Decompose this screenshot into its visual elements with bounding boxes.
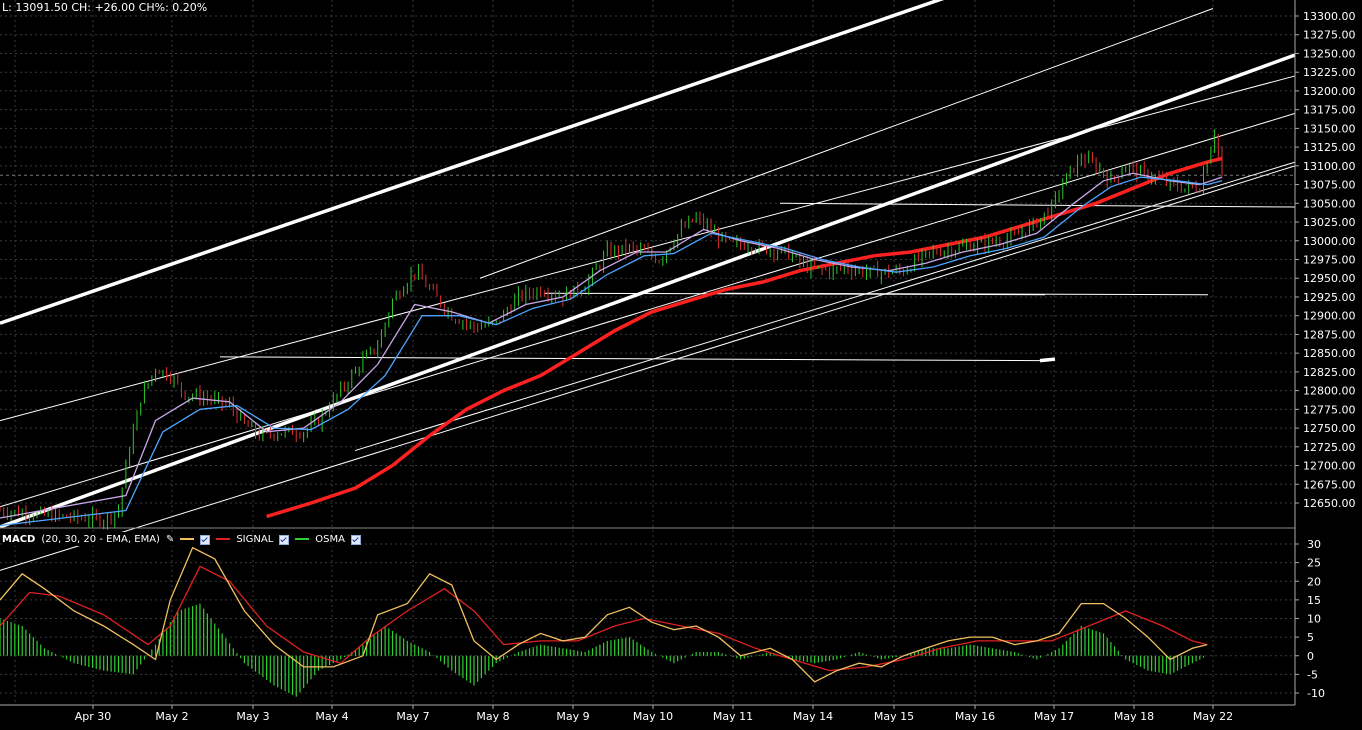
price-tick-label: 12875.00 [1303, 328, 1356, 341]
hline-13050[interactable] [779, 202, 1296, 208]
channel-thin-2[interactable] [0, 112, 1296, 508]
hline-12930[interactable] [544, 292, 1046, 296]
price-axis-background [1295, 0, 1362, 730]
price-tick-label: 12950.00 [1303, 272, 1356, 285]
time-tick-label: May 17 [1034, 710, 1074, 723]
price-tick-label: 13225.00 [1303, 66, 1356, 79]
price-tick-label: 13125.00 [1303, 141, 1356, 154]
time-tick-label: May 16 [955, 710, 995, 723]
price-tick-label: 12725.00 [1303, 441, 1356, 454]
sma-long [266, 156, 1223, 519]
sma-long-line [266, 156, 1223, 519]
time-tick-label: May 10 [633, 710, 673, 723]
channel-thin-3[interactable] [0, 165, 1296, 571]
price-header: L: 13091.50 CH: +26.00 CH%: 0.20% [2, 1, 208, 14]
price-tick-label: 12750.00 [1303, 422, 1356, 435]
macd-tick-label: 5 [1307, 631, 1314, 644]
macd-swatch [180, 538, 195, 540]
time-tick-label: May 18 [1114, 710, 1154, 723]
macd-legend-name: MACD [2, 533, 36, 545]
ema-lines [0, 172, 1223, 527]
price-tick-label: 13075.00 [1303, 179, 1356, 192]
price-tick-label: 13025.00 [1303, 216, 1356, 229]
pencil-icon[interactable]: ✎ [165, 533, 175, 545]
time-tick-label: May 3 [236, 710, 269, 723]
price-tick-label: 12900.00 [1303, 310, 1356, 323]
price-tick-label: 12850.00 [1303, 347, 1356, 360]
macd-legend-params: (20, 30, 20 - EMA, EMA) [41, 533, 160, 545]
macd-pane [0, 527, 1295, 697]
channel-upper-thick[interactable] [0, 0, 1295, 325]
price-tick-label: 13300.00 [1303, 10, 1356, 23]
hline-12845[interactable] [219, 356, 1041, 362]
macd-tick-label: 25 [1307, 557, 1321, 570]
time-tick-label: May 9 [556, 710, 589, 723]
macd-tick-label: 0 [1307, 650, 1314, 663]
ema-slow-line [0, 176, 1223, 527]
price-tick-label: 13175.00 [1303, 104, 1356, 117]
price-tick-label: 12700.00 [1303, 460, 1356, 473]
price-tick-label: 12775.00 [1303, 403, 1356, 416]
macd-legend: MACD (20, 30, 20 - EMA, EMA) ✎ SIGNAL OS… [2, 532, 361, 546]
time-tick-label: May 11 [713, 710, 753, 723]
grid [0, 0, 1295, 705]
candles [0, 129, 1223, 530]
macd-tick-label: 30 [1307, 538, 1321, 551]
channel-thin-1[interactable] [0, 75, 1296, 422]
osma-label: OSMA [315, 533, 345, 545]
time-tick-label: Apr 30 [75, 710, 112, 723]
price-tick-label: 12650.00 [1303, 497, 1356, 510]
ema-fast-line [0, 172, 1223, 519]
signal-line [0, 565, 1208, 672]
macd-tick-label: 10 [1307, 613, 1321, 626]
price-tick-label: 12925.00 [1303, 291, 1356, 304]
macd-tick-label: -10 [1307, 687, 1325, 700]
osma-checkbox[interactable] [350, 535, 361, 545]
price-tick-label: 12675.00 [1303, 478, 1356, 491]
time-tick-label: May 14 [793, 710, 833, 723]
time-tick-label: May 15 [874, 710, 914, 723]
price-tick-label: 13100.00 [1303, 160, 1356, 173]
channel-thin-inner[interactable] [354, 161, 1296, 452]
price-tick-label: 13050.00 [1303, 197, 1356, 210]
macd-tick-label: 20 [1307, 575, 1321, 588]
price-tick-label: 12825.00 [1303, 366, 1356, 379]
price-tick-label: 13275.00 [1303, 29, 1356, 42]
price-tick-label: 12800.00 [1303, 385, 1356, 398]
signal-label: SIGNAL [236, 533, 274, 545]
macd-line [0, 546, 1208, 683]
signal-swatch [216, 538, 231, 540]
signal-checkbox[interactable] [279, 535, 290, 545]
price-tick-label: 12975.00 [1303, 254, 1356, 267]
price-tick-label: 13250.00 [1303, 47, 1356, 60]
macd-tick-label: 15 [1307, 594, 1321, 607]
thick-stub[interactable] [1039, 357, 1056, 363]
price-tick-label: 13200.00 [1303, 85, 1356, 98]
hline-12928[interactable] [724, 292, 1209, 296]
time-tick-label: May 7 [396, 710, 429, 723]
price-tick-label: 13150.00 [1303, 122, 1356, 135]
price-tick-label: 13000.00 [1303, 235, 1356, 248]
macd-checkbox[interactable] [200, 535, 211, 545]
trend-channels[interactable] [0, 0, 1296, 571]
time-tick-label: May 4 [315, 710, 348, 723]
time-tick-label: May 2 [155, 710, 188, 723]
macd-tick-label: -5 [1307, 668, 1318, 681]
osma-swatch [295, 538, 310, 540]
time-tick-label: May 8 [476, 710, 509, 723]
channel-thin-upper[interactable] [479, 8, 1214, 279]
time-tick-label: May 22 [1193, 710, 1233, 723]
